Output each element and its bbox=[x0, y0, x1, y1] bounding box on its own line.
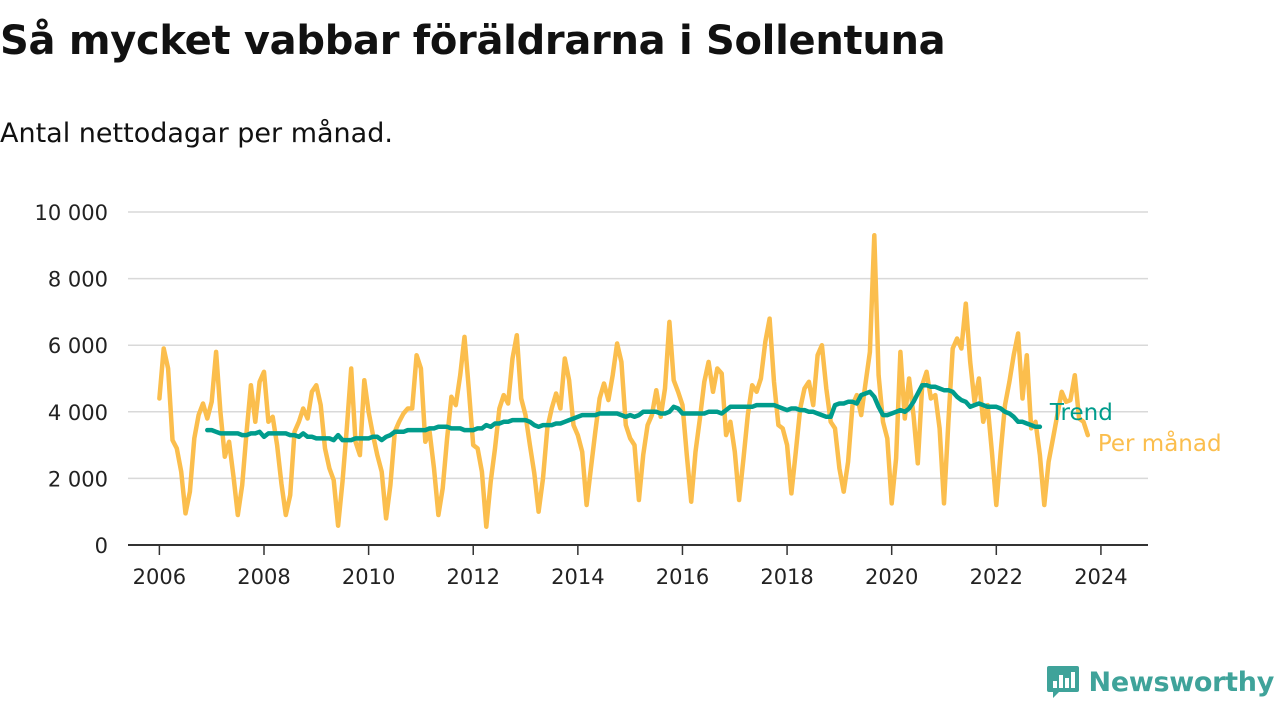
y-tick-label: 6 000 bbox=[48, 334, 108, 358]
gridlines bbox=[128, 211, 1148, 480]
x-tick-label: 2014 bbox=[551, 565, 604, 589]
x-tick-label: 2012 bbox=[447, 565, 500, 589]
chart-title: Så mycket vabbar föräldrarna i Sollentun… bbox=[0, 18, 946, 64]
x-tick-label: 2008 bbox=[237, 565, 290, 589]
brand: Newsworthy bbox=[1045, 664, 1274, 700]
y-tick-label: 10 000 bbox=[35, 201, 108, 225]
x-tick-label: 2024 bbox=[1074, 565, 1127, 589]
y-tick-label: 2 000 bbox=[48, 467, 108, 491]
x-tick-label: 2006 bbox=[133, 565, 186, 589]
x-tick-label: 2018 bbox=[760, 565, 813, 589]
bar-chart-icon bbox=[1046, 666, 1079, 698]
y-tick-label: 4 000 bbox=[48, 401, 108, 425]
y-axis: 0 2 000 4 000 6 000 8 000 10 000 bbox=[35, 201, 108, 558]
x-tick-label: 2022 bbox=[970, 565, 1023, 589]
y-tick-label: 0 bbox=[95, 534, 108, 558]
series-line-per-manad bbox=[157, 233, 1091, 529]
x-axis: 2006 2008 2010 2012 2014 2016 2018 2020 2022 2024 bbox=[128, 544, 1148, 589]
x-tick-label: 2010 bbox=[342, 565, 395, 589]
brand-name: Newsworthy bbox=[1088, 666, 1275, 698]
series-line-trend bbox=[205, 382, 1043, 443]
series-layer bbox=[157, 233, 1091, 529]
chart-subtitle: Antal nettodagar per månad. bbox=[0, 118, 393, 149]
x-tick-label: 2020 bbox=[865, 565, 918, 589]
y-tick-label: 8 000 bbox=[48, 268, 108, 292]
x-tick-label: 2016 bbox=[656, 565, 709, 589]
legend-label-per-manad: Per månad bbox=[1098, 429, 1222, 457]
legend-label-trend: Trend bbox=[1049, 400, 1113, 426]
legend: Trend Per månad bbox=[1049, 400, 1222, 457]
